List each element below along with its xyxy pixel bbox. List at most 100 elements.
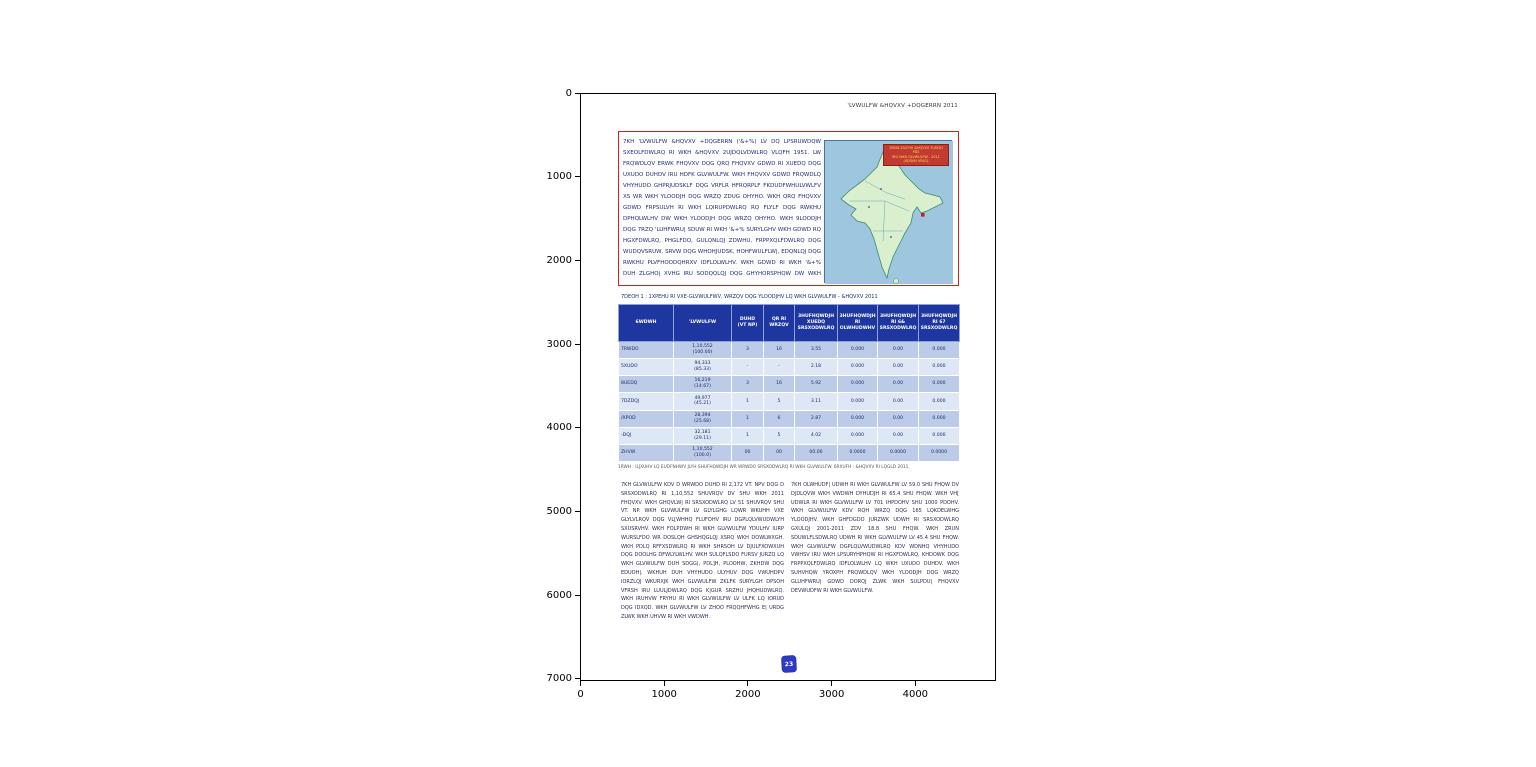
table-cell: 0.0000	[918, 443, 960, 463]
table-header-cell: 3HUFHQWDJH RI 6& SRSXODWLRQ	[877, 304, 919, 342]
city-dot	[890, 236, 892, 238]
table-header-cell: 3HUFHQWDJH RI OLWHUDWHV	[837, 304, 878, 342]
intro-paragraph: 7KH 'LVWULFW &HQVXV +DQGERRN ('&+%) LV D…	[623, 139, 821, 277]
y-tick-label: 6000	[546, 589, 572, 601]
x-tick-mark	[914, 681, 916, 686]
x-tick-label: 0	[577, 689, 584, 700]
table-cell: 0.000	[918, 392, 960, 411]
state-boundary-line	[864, 180, 906, 200]
table-cell: 0.000	[837, 409, 878, 428]
table-header-cell: 'LVWULFW	[673, 304, 732, 342]
y-tick-label: 0	[565, 87, 572, 99]
census-table-body: 7RWDO 1,10,552 (100.00) 3 16 3.55 0.000 0.00 0.…	[618, 340, 960, 463]
table-cell: /XPOD	[618, 409, 674, 428]
table-cell: 1,10,552 (100.00)	[673, 340, 732, 360]
table-caption: 7DEOH 1 : 1XPEHU RI VXE-GLVWULFWV, WRZQV…	[621, 294, 878, 300]
table-row: 5XUDO 94,333 (85.33) - -2.18 0.000 0.00 0.000	[618, 358, 960, 377]
y-tick-mark	[575, 176, 580, 178]
body-text-right-column: 7KH OLWHUDF| UDWH RI WKH GLVWULFW LV 59.…	[791, 482, 959, 594]
table-cell: 3	[731, 375, 764, 394]
table-cell: 6	[763, 409, 795, 428]
table-cell: 1	[731, 426, 764, 445]
y-tick-mark	[575, 594, 580, 596]
table-cell: 16	[763, 340, 795, 360]
city-dot	[880, 188, 882, 190]
table-cell: 00.00	[794, 443, 838, 463]
table-row: 8UEDQ 16,219 (14.67) 3 16 5.92 0.000 0.00 0.000	[618, 375, 960, 394]
table-cell: 2.87	[794, 409, 838, 428]
map-legend-line: 3RVW 2IILFHV &HQVXV 7UDGH PDS	[889, 146, 943, 155]
table-row: -DQJ 32,181 (29.11) 1 5 4.02 0.000 0.00 0.000	[618, 426, 960, 445]
table-cell: 0.00	[877, 426, 919, 445]
table-cell: 0.000	[918, 375, 960, 394]
india-map: 3RVW 2IILFHV &HQVXV 7UDGH PDS IRU WKH GL…	[824, 140, 953, 284]
x-tick-mark	[747, 681, 749, 686]
table-footnote: 1RWH : ILJXUHV LQ EUDFNHWV JLYH SHUFHQWD…	[618, 465, 910, 470]
x-tick-mark	[663, 681, 665, 686]
y-tick-label: 4000	[546, 422, 572, 434]
map-legend: 3RVW 2IILFHV &HQVXV 7UDGH PDS IRU WKH GL…	[883, 144, 949, 166]
table-cell: 5	[763, 392, 795, 411]
page-stamp: 23	[781, 655, 797, 673]
table-header-cell: 3HUFHQWDJH XUEDQ SRSXODWLRQ	[794, 304, 838, 342]
y-tick-label: 7000	[546, 673, 572, 685]
table-cell: 3	[731, 340, 764, 360]
table-cell: 0.000	[918, 340, 960, 360]
table-cell: 1,10,552 (100.0)	[673, 443, 732, 463]
state-boundary-line	[882, 200, 886, 242]
table-header-cell: 6WDWH	[618, 304, 674, 342]
table-cell: 00	[731, 443, 764, 463]
table-cell: 16,219 (14.67)	[673, 375, 732, 394]
table-row: 7DZDQJ 49,977 (45.21) 1 5 3.11 0.000 0.00 0.000	[618, 392, 960, 411]
table-cell: 0.00	[877, 340, 919, 360]
table-cell: 0.000	[837, 358, 878, 377]
table-cell: 0.000	[918, 426, 960, 445]
table-cell: 5	[763, 426, 795, 445]
table-cell: 16	[763, 375, 795, 394]
table-cell: 0.00	[877, 375, 919, 394]
table-header-cell: 3HUFHQWDJH RI 67 SRSXODWLRQ	[918, 304, 960, 342]
table-cell: 3.55	[794, 340, 838, 360]
intro-box: 7KH 'LVWULFW &HQVXV +DQGERRN ('&+%) LV D…	[618, 131, 959, 286]
plot-axes: 'LVWULFW &HQVXV +DQGERRN 2011 7KH 'LVWUL…	[580, 93, 996, 681]
y-tick-label: 2000	[546, 254, 572, 266]
table-row: 7RWDO 1,10,552 (100.00) 3 16 3.55 0.000 0.00 0.…	[618, 340, 960, 360]
map-legend-line: (0DGKH VRLO)	[903, 159, 929, 164]
x-tick-label: 2000	[735, 689, 761, 700]
table-cell: ZHVW	[618, 443, 674, 463]
table-cell: -DQJ	[618, 426, 674, 445]
x-tick-mark	[580, 681, 581, 686]
y-tick-mark	[575, 511, 580, 513]
table-cell: 00	[763, 443, 795, 463]
table-cell: 0.000	[837, 426, 878, 445]
table-cell: 4.02	[794, 426, 838, 445]
census-table: 6WDWH 'LVWULFW DUHD (VT NP) QR RI WRZQV 3HUF…	[618, 304, 960, 463]
table-cell: 32,181 (29.11)	[673, 426, 732, 445]
y-tick-label: 3000	[546, 338, 572, 350]
table-cell: 28,394 (25.68)	[673, 409, 732, 428]
table-cell: 94,333 (85.33)	[673, 358, 732, 377]
table-cell: 0.00	[877, 392, 919, 411]
x-tick-mark	[831, 681, 833, 686]
table-cell: 5XUDO	[618, 358, 674, 377]
y-tick-mark	[575, 343, 580, 345]
y-tick-label: 5000	[546, 506, 572, 518]
table-cell: 0.000	[837, 340, 878, 360]
table-cell: -	[731, 358, 764, 377]
table-header-cell: QR RI WRZQV	[763, 304, 795, 342]
table-cell: 0.00	[877, 358, 919, 377]
census-table-header: 6WDWH 'LVWULFW DUHD (VT NP) QR RI WRZQV 3HUF…	[618, 304, 960, 342]
y-tick-label: 1000	[546, 171, 572, 183]
page-header-right: 'LVWULFW &HQVXV +DQGERRN 2011	[847, 103, 958, 109]
x-tick-label: 3000	[818, 689, 845, 700]
table-cell: 1	[731, 392, 764, 411]
table-cell: 1	[731, 409, 764, 428]
table-row: /XPOD 28,394 (25.68) 1 6 2.87 0.000 0.00 0.000	[618, 409, 960, 428]
body-text-left-column: 7KH GLVWULFW KDV D WRWDO DUHD RI 2,172 V…	[621, 482, 784, 620]
table-cell: 0.00	[877, 409, 919, 428]
map-legend-line: IRU WKH GLVWULFW - 2011	[892, 154, 940, 159]
table-header-cell: DUHD (VT NP)	[731, 304, 764, 342]
table-cell: 2.18	[794, 358, 838, 377]
table-cell: 0.000	[918, 358, 960, 377]
